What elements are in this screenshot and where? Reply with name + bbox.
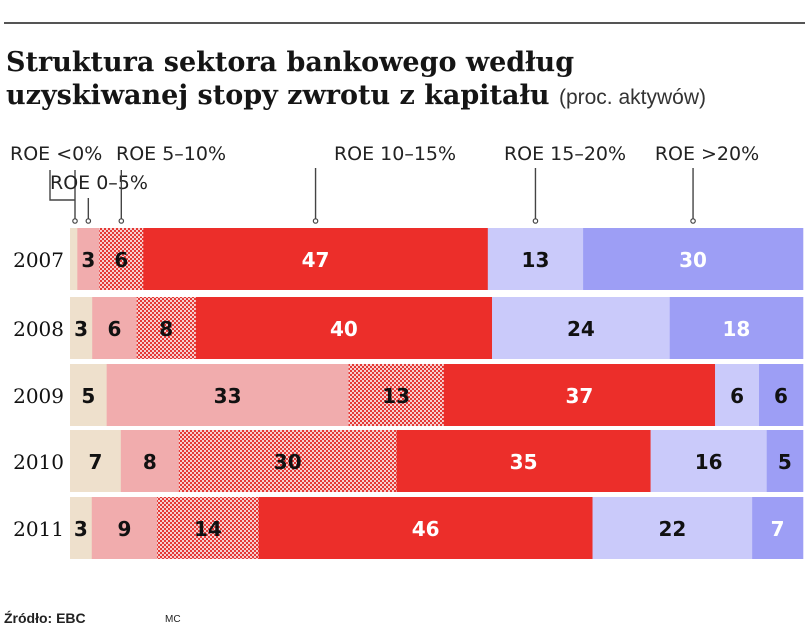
bar-segment-2011-s4 <box>592 497 753 559</box>
data-label-2010-s2: 30 <box>274 450 302 474</box>
bar-segment-2010-s2 <box>178 430 397 492</box>
year-label-2011: 2011 <box>13 517 64 541</box>
year-label-2010: 2010 <box>13 450 64 474</box>
bar-segment-2011-s2 <box>157 497 259 559</box>
legend-label-4: ROE 15–20% <box>504 143 626 165</box>
legend-leader-end-2 <box>118 218 125 224</box>
data-label-2009-s2: 13 <box>382 384 410 408</box>
year-label-2007: 2007 <box>13 248 64 272</box>
bar-segment-2010-s4 <box>650 430 768 492</box>
data-label-2007-s2: 6 <box>114 248 128 272</box>
legend-leader-end-4 <box>532 218 539 224</box>
data-label-2007-s4: 13 <box>522 248 550 272</box>
bar-segment-2009-s2 <box>348 364 445 426</box>
bar-segment-2008-s3 <box>195 297 493 359</box>
data-label-2008-s5: 18 <box>722 317 750 341</box>
data-label-2009-s1: 33 <box>214 384 242 408</box>
bar-segment-2009-s4 <box>715 364 760 426</box>
chart-subtitle: (proc. aktywów) <box>558 86 706 109</box>
legend-label-0: ROE <0% <box>10 143 102 165</box>
data-label-2011-s0: 3 <box>74 517 88 541</box>
data-label-2010-s5: 5 <box>778 450 792 474</box>
bar-segment-2011-s3 <box>258 497 593 559</box>
legend-bracket <box>49 170 75 201</box>
data-label-2011-s3: 46 <box>412 517 440 541</box>
data-label-2007-s5: 30 <box>679 248 707 272</box>
data-label-2010-s3: 35 <box>510 450 538 474</box>
bar-segment-2008-s2 <box>136 297 197 359</box>
chart-title: Struktura sektora bankowego według uzysk… <box>6 46 706 114</box>
legend-leader-end-1 <box>85 218 92 224</box>
legend-label-2: ROE 5–10% <box>116 143 226 165</box>
bar-segment-2007-s4 <box>487 228 584 290</box>
data-label-2011-s2: 14 <box>194 517 222 541</box>
data-label-2008-s1: 6 <box>107 317 121 341</box>
top-rule <box>4 22 805 24</box>
bar-segment-2008-s5 <box>669 297 804 359</box>
bar-segment-2007-s5 <box>583 228 804 290</box>
bar-segment-2010-s3 <box>396 430 651 492</box>
year-label-2008: 2008 <box>13 317 64 341</box>
data-label-2009-s4: 6 <box>730 384 744 408</box>
data-label-2009-s5: 6 <box>774 384 788 408</box>
title-line-1: Struktura sektora bankowego według <box>6 47 575 78</box>
legend-label-3: ROE 10–15% <box>334 143 456 165</box>
bar-segment-2010-s5 <box>766 430 804 492</box>
bar-segment-2009-s1 <box>106 364 349 426</box>
bar-segment-2011-s5 <box>752 497 804 559</box>
bar-segment-2007-s3 <box>143 228 489 290</box>
data-label-2007-s1: 3 <box>81 248 95 272</box>
data-label-2009-s0: 5 <box>81 384 95 408</box>
data-label-2011-s5: 7 <box>771 517 785 541</box>
data-label-2009-s3: 37 <box>566 384 594 408</box>
source-note: Źródło: EBC <box>4 610 86 626</box>
data-label-2008-s3: 40 <box>330 317 358 341</box>
bar-segment-2010-s1 <box>120 430 180 492</box>
data-label-2008-s0: 3 <box>74 317 88 341</box>
bar-segment-2010-s0 <box>70 430 122 492</box>
legend-label-5: ROE >20% <box>655 143 759 165</box>
bar-segment-2009-s5 <box>759 364 804 426</box>
bar-segment-2007-s1 <box>77 228 100 290</box>
bar-segment-2011-s0 <box>70 497 93 559</box>
bar-segment-2008-s4 <box>492 297 671 359</box>
data-label-2008-s2: 8 <box>159 317 173 341</box>
legend-leader-end-0 <box>72 218 78 224</box>
data-label-2010-s0: 7 <box>88 450 102 474</box>
bar-segment-2007-s2 <box>99 228 144 290</box>
data-label-2011-s4: 22 <box>658 517 686 541</box>
bar-segment-2007-s0 <box>70 228 78 290</box>
bar-segment-2009-s0 <box>70 364 107 426</box>
legend-leader-end-3 <box>312 218 319 224</box>
bar-segment-2009-s3 <box>443 364 716 426</box>
year-label-2009: 2009 <box>13 384 64 408</box>
bar-segment-2008-s1 <box>92 297 137 359</box>
bar-segment-2008-s0 <box>70 297 93 359</box>
title-line-2: uzyskiwanej stopy zwrotu z kapitału <box>6 80 550 111</box>
data-label-2007-s3: 47 <box>302 248 330 272</box>
data-label-2011-s1: 9 <box>117 517 131 541</box>
legend-leader-end-5 <box>690 218 696 224</box>
bar-segment-2011-s1 <box>91 497 158 559</box>
data-label-2010-s4: 16 <box>695 450 723 474</box>
data-label-2010-s1: 8 <box>143 450 157 474</box>
legend-label-1: ROE 0–5% <box>50 172 148 194</box>
data-label-2008-s4: 24 <box>567 317 595 341</box>
author-credit: MC <box>165 614 181 625</box>
